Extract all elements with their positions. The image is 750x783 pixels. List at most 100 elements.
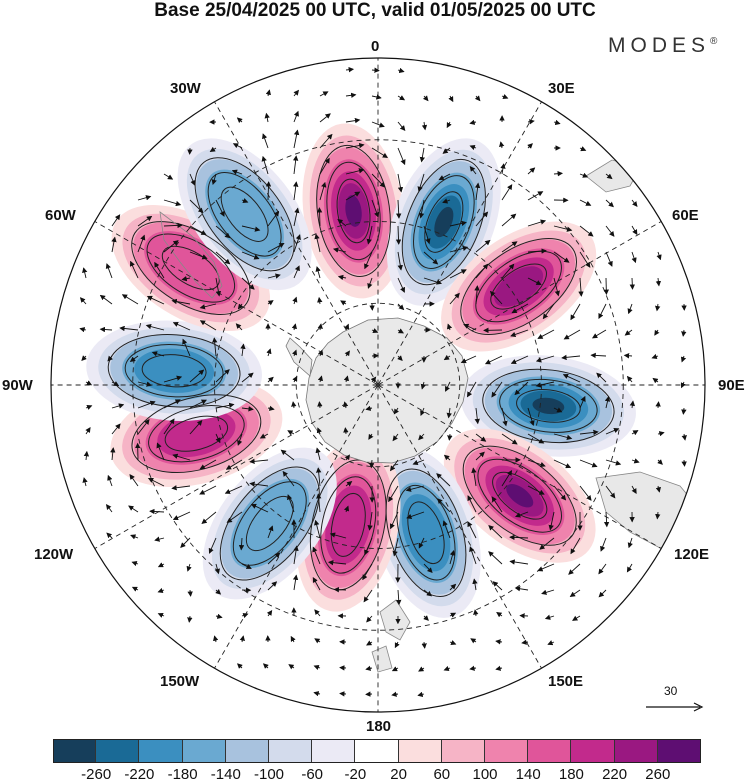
wind-vector — [211, 337, 218, 357]
wind-vector — [267, 242, 285, 253]
wind-vector — [579, 146, 587, 152]
contour-line — [385, 468, 467, 597]
wind-vector — [316, 493, 322, 513]
wind-vector — [605, 173, 613, 180]
wind-vector — [182, 338, 191, 357]
wind-vector — [474, 285, 480, 305]
wind-vector — [527, 119, 535, 125]
wind-vector — [241, 406, 254, 412]
wind-vector — [292, 296, 298, 305]
wind-vector — [235, 323, 243, 331]
wind-vector — [680, 355, 687, 363]
wind-vector — [495, 639, 503, 645]
colorbar-swatch — [441, 739, 485, 763]
wind-vector — [548, 511, 555, 531]
wind-vector — [605, 459, 622, 466]
wind-vector — [163, 399, 181, 409]
wind-vector — [406, 511, 425, 519]
wind-vector — [238, 537, 245, 551]
wind-vector — [241, 251, 260, 260]
wind-vector — [137, 419, 150, 435]
wind-vector — [365, 665, 373, 671]
wind-vector — [467, 495, 477, 513]
colorbar-tick-label: 100 — [472, 766, 498, 783]
wind-vector — [189, 173, 196, 186]
wind-vector — [291, 401, 297, 409]
wind-vector — [449, 220, 467, 227]
wind-vector — [578, 277, 584, 297]
meridian-line — [377, 101, 542, 385]
wind-vector — [539, 537, 555, 550]
wind-vector — [189, 399, 207, 409]
anomaly-level-6 — [434, 206, 454, 238]
wind-vector — [131, 586, 139, 592]
wind-vector — [655, 303, 661, 312]
wind-vector — [472, 578, 478, 591]
wind-vector — [107, 474, 113, 487]
wind-vector — [579, 395, 586, 409]
wind-vector — [631, 251, 637, 264]
wind-vector — [681, 407, 687, 415]
wind-vector — [171, 485, 191, 491]
wind-vector — [369, 459, 375, 469]
wind-vector — [129, 355, 139, 362]
contour-set-1 — [401, 158, 486, 286]
wind-vector — [475, 211, 489, 227]
colorbar-tick-label: -20 — [344, 766, 367, 783]
wind-vector — [598, 303, 607, 319]
wind-vector — [629, 400, 636, 409]
lon-label-150w: 150W — [160, 673, 200, 690]
wind-vector — [527, 485, 545, 495]
wind-vector — [423, 589, 433, 597]
wind-vector — [390, 459, 399, 472]
wind-vector — [365, 405, 373, 411]
colorbar-tick-label: -180 — [167, 766, 198, 783]
wind-vector — [397, 67, 405, 74]
meridian-line — [378, 384, 662, 549]
wind-vector — [157, 562, 165, 568]
wind-vector — [501, 469, 513, 487]
wind-vector — [484, 355, 503, 365]
contour-set-8 — [131, 394, 262, 473]
wind-vector — [626, 375, 633, 383]
wind-vector — [267, 376, 274, 383]
wind-vector — [319, 113, 331, 123]
wind-vector — [422, 95, 429, 102]
wind-vector — [449, 292, 460, 305]
wind-vector — [364, 251, 373, 270]
wind-vector — [417, 173, 425, 193]
wind-vector — [443, 665, 451, 672]
contour-line — [316, 144, 391, 277]
wind-vector — [491, 496, 503, 513]
wind-vector — [314, 519, 321, 539]
wind-vector — [215, 589, 222, 595]
wind-vector — [397, 95, 406, 101]
wind-vector — [442, 147, 451, 154]
wind-vector — [527, 167, 536, 175]
wind-vector — [605, 225, 615, 237]
wind-vector — [312, 577, 321, 591]
map-boundary — [50, 57, 706, 713]
wind-vector — [313, 664, 321, 671]
wind-vector — [631, 199, 638, 207]
wind-vector — [293, 207, 300, 227]
wind-vector — [292, 574, 299, 591]
wind-vector — [469, 165, 477, 175]
wind-vector — [553, 225, 573, 232]
wind-vector — [475, 239, 491, 253]
anomaly-high-0 — [302, 123, 405, 299]
wind-vector — [624, 329, 633, 336]
wind-vector — [418, 199, 425, 219]
anomaly-level-4 — [325, 485, 372, 565]
wind-vector — [262, 133, 269, 149]
wind-vector — [339, 691, 347, 697]
wind-vector — [603, 511, 610, 528]
wind-vector — [137, 234, 146, 253]
wind-vector — [189, 420, 203, 435]
wind-vector — [180, 537, 191, 549]
wind-vector — [421, 641, 427, 649]
colorbar-swatch — [398, 739, 442, 763]
wind-vector — [215, 613, 223, 619]
wind-vector — [629, 277, 636, 290]
wind-vector — [201, 511, 217, 525]
